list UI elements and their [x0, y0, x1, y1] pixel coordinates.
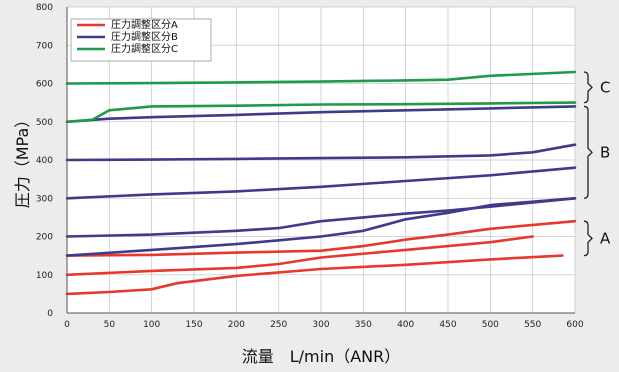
y-tick-label: 600	[36, 80, 53, 90]
y-tick-label: 100	[36, 271, 53, 281]
axis-layer: 0 50 100 150 200 250 300 350 400 450 500 550 600 0 100…	[36, 3, 584, 330]
x-tick-label: 500	[482, 320, 499, 330]
series-line-c-9	[65, 101, 577, 124]
y-tick-label: 400	[36, 156, 53, 166]
legend-label: 圧力調整区分C	[111, 42, 178, 55]
y-tick-label: 300	[36, 194, 53, 204]
legend-label: 圧力調整区分A	[111, 18, 178, 31]
x-tick-label: 350	[355, 320, 372, 330]
bracket-label-b: B	[600, 143, 610, 161]
legend-box	[70, 18, 212, 62]
series-line-b-8	[65, 105, 577, 124]
bracket-label-a: A	[600, 229, 611, 247]
x-tick-label: 450	[439, 320, 456, 330]
bracket-c	[583, 71, 593, 104]
x-tick-label: 600	[566, 320, 583, 330]
y-tick-label: 0	[47, 309, 53, 319]
series-line-a-3	[65, 219, 577, 257]
bracket-b	[583, 105, 593, 199]
y-tick-label: 200	[36, 233, 53, 243]
series-line-b-7	[65, 143, 577, 162]
y-axis-title: 圧力（MPa）	[13, 112, 32, 209]
bracket-a	[583, 220, 593, 257]
x-tick-label: 250	[270, 320, 287, 330]
y-tick-label: 800	[36, 3, 53, 13]
series-line-b-5	[65, 197, 577, 238]
series-layer	[65, 70, 577, 296]
x-axis-title: 流量 L/min（ANR）	[242, 347, 401, 366]
series-line-c-10	[65, 70, 577, 85]
x-tick-label: 50	[104, 320, 116, 330]
series-line-b-6	[65, 166, 577, 200]
bracket-label-c: C	[600, 78, 610, 96]
x-tick-label: 550	[524, 320, 541, 330]
x-tick-label: 100	[143, 320, 160, 330]
x-tick-label: 400	[397, 320, 414, 330]
y-tick-label: 700	[36, 41, 53, 51]
x-tick-label: 200	[228, 320, 245, 330]
y-tick-label: 500	[36, 118, 53, 128]
series-line-a-1	[65, 254, 564, 296]
x-tick-label: 150	[185, 320, 202, 330]
x-tick-label: 300	[312, 320, 329, 330]
x-tick-label: 0	[64, 320, 70, 330]
group-brackets: C B A	[583, 71, 611, 257]
series-line-a-2	[65, 235, 535, 277]
legend-label: 圧力調整区分B	[111, 30, 178, 43]
